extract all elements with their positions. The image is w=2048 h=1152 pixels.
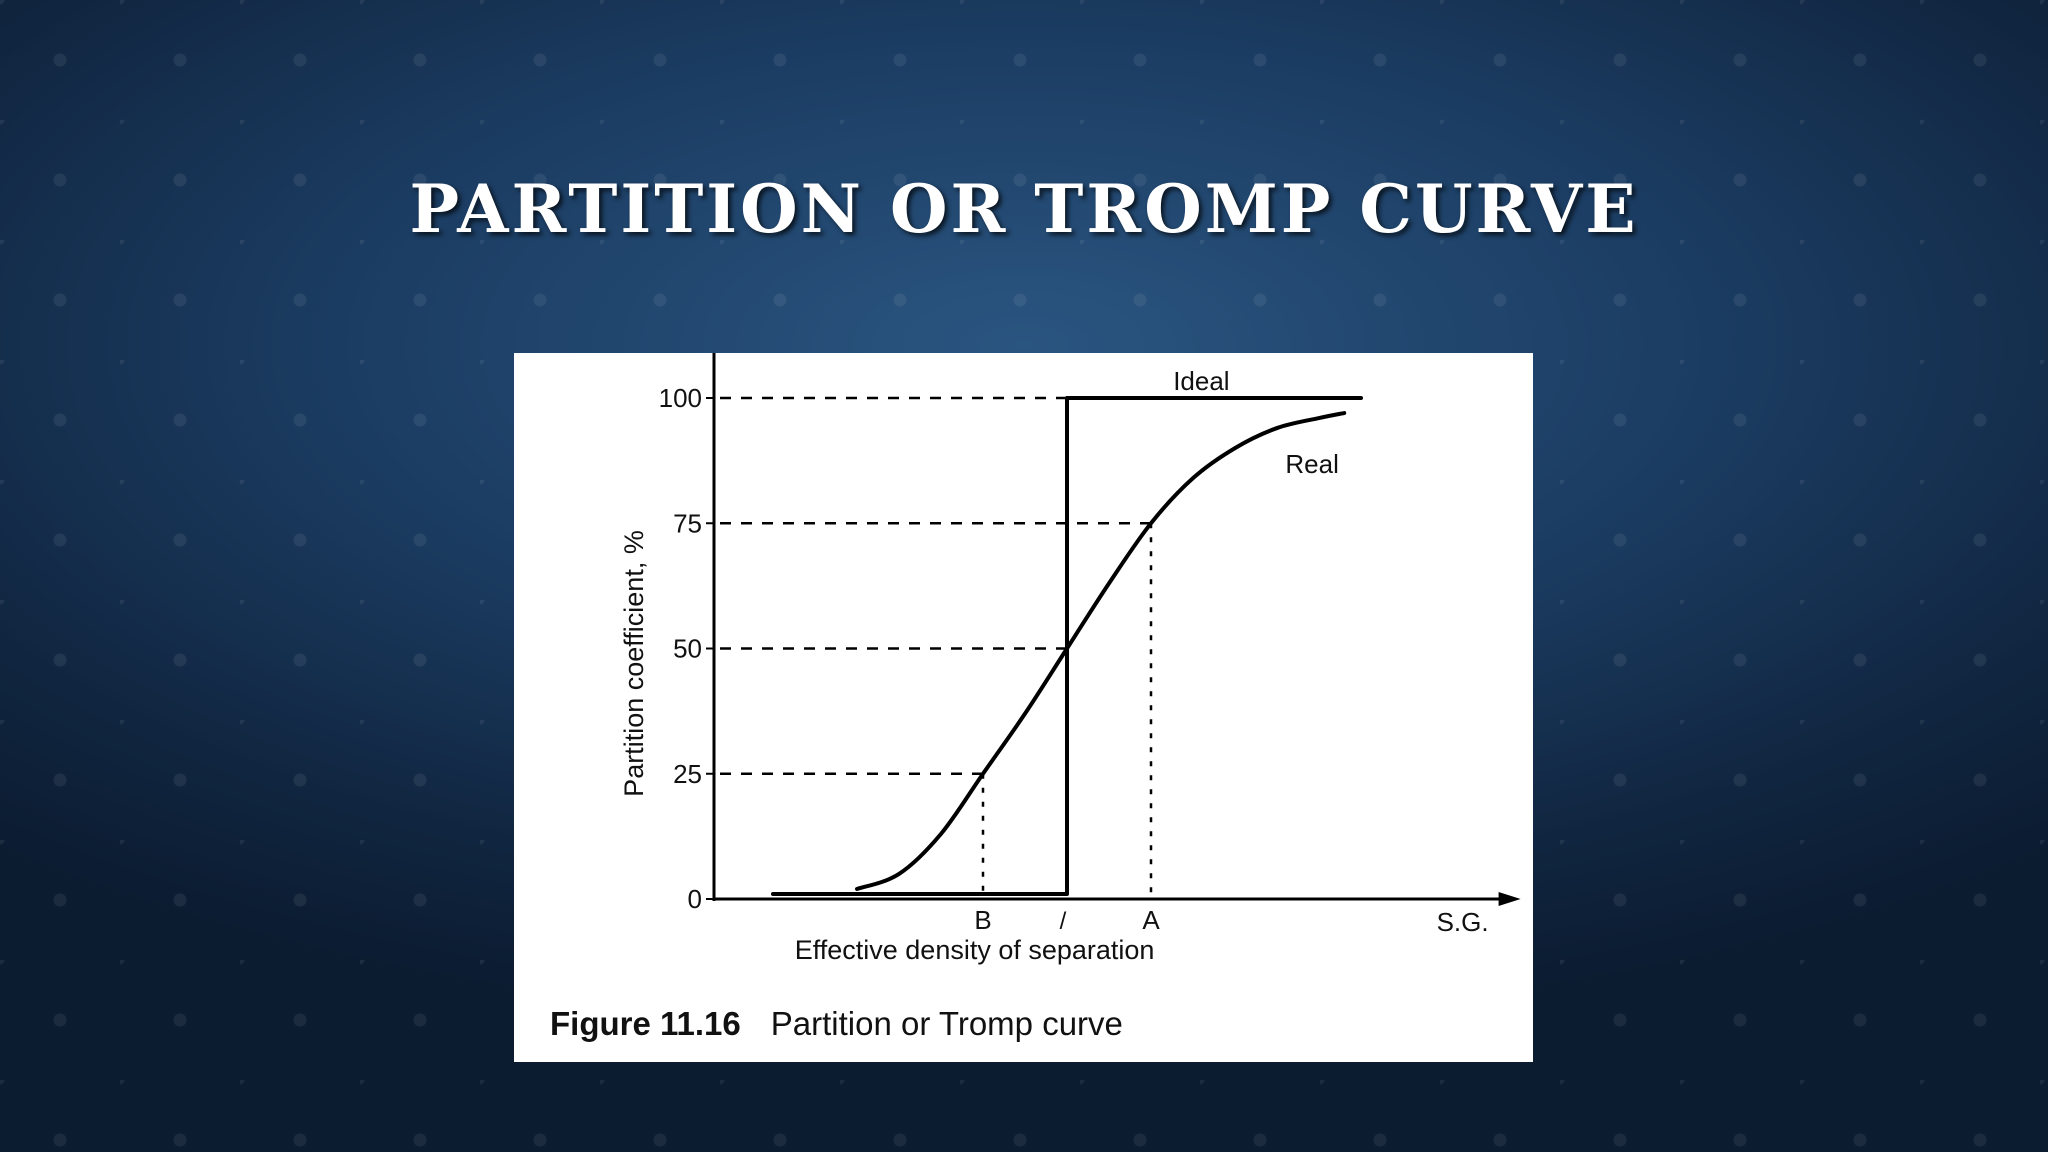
x-marker-label: /: [1060, 908, 1067, 935]
x-marker-label: B: [974, 905, 991, 935]
y-tick-label: 25: [673, 759, 702, 789]
series-label-ideal: Ideal: [1173, 366, 1229, 396]
y-tick-label: 75: [673, 508, 702, 538]
figure-number: Figure 11.16: [550, 1005, 741, 1042]
series-real-curve: [855, 411, 1347, 891]
y-tick-label: 0: [688, 884, 702, 914]
figure-panel: 0 25 50 75 100 B / A Ideal Real S.G. Effective dens…: [514, 353, 1533, 1062]
tromp-chart: 0 25 50 75 100 B / A Ideal Real S.G. Effective dens…: [619, 353, 1521, 965]
y-tick-label: 50: [673, 634, 702, 664]
x-marker-label: A: [1142, 905, 1160, 935]
x-axis-end-label: S.G.: [1437, 907, 1489, 937]
figure-caption: Figure 11.16 Partition or Tromp curve: [550, 1005, 1123, 1043]
figure-caption-text: Partition or Tromp curve: [770, 1005, 1123, 1042]
y-axis-title: Partition coefficient, %: [619, 530, 649, 797]
series-label-real: Real: [1285, 449, 1338, 479]
x-axis-arrowhead: [1498, 892, 1521, 906]
y-tick-label: 100: [659, 383, 702, 413]
x-axis-title: Effective density of separation: [795, 935, 1155, 965]
slide-title: PARTITION OR TROMP CURVE: [409, 170, 1639, 248]
